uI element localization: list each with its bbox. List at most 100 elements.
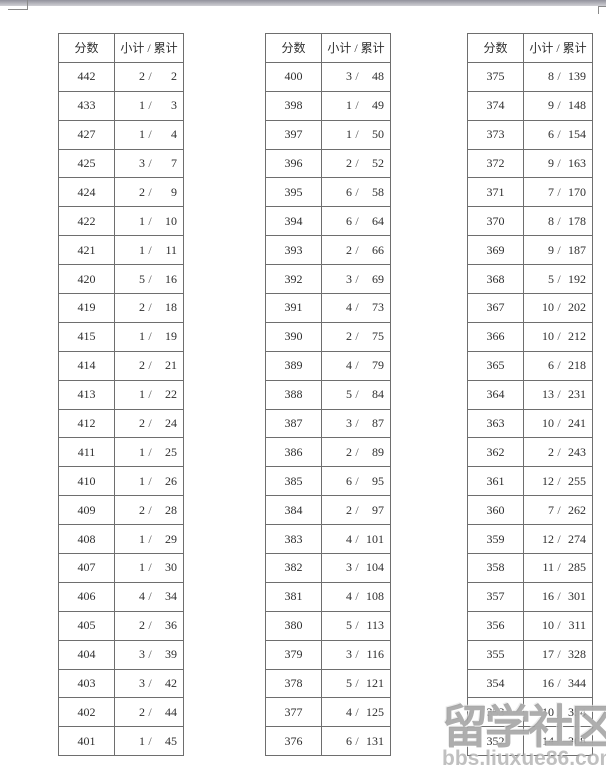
count-cell: 14/ 368 — [524, 734, 592, 749]
count-cell: 1/ 4 — [115, 127, 183, 142]
cumulative-value: 108 — [366, 589, 384, 604]
subtotal-value: 3 — [346, 271, 352, 286]
separator-slash: / — [557, 300, 561, 315]
count-cell: 12/ 274 — [524, 532, 592, 547]
table-row: 374 9/ 148 — [468, 90, 592, 120]
score-cell: 369 — [468, 236, 524, 265]
table-row: 361 12/ 255 — [468, 466, 592, 496]
separator-slash: / — [557, 647, 561, 662]
subtotal-value: 1 — [346, 127, 352, 142]
separator-slash: / — [148, 473, 152, 488]
cumulative-value: 113 — [366, 618, 384, 633]
subtotal-value: 5 — [346, 387, 352, 402]
separator-slash: / — [557, 531, 561, 546]
cumulative-value: 89 — [372, 444, 384, 459]
table-row: 425 3/ 7 — [59, 148, 183, 178]
score-cell: 407 — [59, 554, 115, 582]
cumulative-value: 42 — [165, 676, 177, 691]
separator-slash: / — [355, 733, 359, 748]
count-cell: 17/ 328 — [524, 647, 592, 662]
subtotal-value: 3 — [346, 560, 352, 575]
count-cell: 2/ 52 — [322, 156, 390, 171]
table-row: 413 1/ 22 — [59, 379, 183, 409]
score-column-header: 分数 — [468, 34, 524, 62]
table-row: 373 6/ 154 — [468, 119, 592, 149]
table-row: 404 3/ 39 — [59, 639, 183, 669]
cumulative-value: 163 — [568, 156, 586, 170]
score-distribution-table-3: 分数 小计 / 累计 375 8/139 374 9/148 373 6/154 372 9/… — [467, 33, 593, 757]
separator-slash: / — [355, 416, 359, 431]
score-cell: 372 — [468, 149, 524, 178]
table-row: 356 10/ 311 — [468, 610, 592, 640]
table-row: 400 3/ 48 — [266, 61, 390, 91]
cumulative-value: 241 — [568, 416, 586, 431]
subtotal-value: 4 — [346, 589, 352, 604]
count-column-header: 小计 / 累计 — [529, 41, 587, 56]
count-cell: 13/ 231 — [524, 387, 592, 402]
separator-slash: / — [355, 127, 359, 142]
count-cell: 2/ 18 — [115, 300, 183, 315]
count-cell: 2/ 66 — [322, 243, 390, 258]
separator-slash: / — [557, 676, 561, 691]
cumulative-value: 101 — [366, 531, 384, 546]
subtotal-value: 4 — [346, 300, 352, 315]
separator-slash: / — [148, 502, 152, 517]
score-column-header: 分数 — [266, 34, 322, 62]
cumulative-value: 75 — [372, 329, 384, 344]
cumulative-value: 139 — [568, 69, 586, 84]
table-row: 393 2/ 66 — [266, 235, 390, 265]
score-cell: 381 — [266, 582, 322, 611]
cumulative-value: 58 — [372, 184, 384, 199]
subtotal-value: 1 — [346, 98, 352, 113]
cumulative-value: 125 — [366, 704, 384, 719]
score-cell: 356 — [468, 611, 524, 640]
table-row: 412 2/ 24 — [59, 408, 183, 438]
score-cell: 412 — [59, 409, 115, 438]
subtotal-value: 2 — [548, 444, 554, 459]
table-row: 354 16/ 344 — [468, 668, 592, 698]
table-row: 405 2/ 36 — [59, 610, 183, 640]
separator-slash: / — [148, 329, 152, 344]
score-cell: 385 — [266, 467, 322, 496]
cumulative-value: 87 — [372, 416, 384, 431]
cumulative-value: 95 — [372, 473, 384, 488]
separator-slash: / — [355, 676, 359, 691]
table-row: 397 1/ 50 — [266, 119, 390, 149]
cumulative-value: 212 — [568, 329, 586, 344]
count-cell: 9/ 163 — [524, 156, 592, 171]
separator-slash: / — [557, 184, 561, 199]
table-row: 394 6/ 64 — [266, 206, 390, 236]
subtotal-value: 9 — [548, 98, 554, 113]
page-corner-mark-left — [8, 0, 28, 10]
table-row: 388 5/ 84 — [266, 379, 390, 409]
table-row: 407 1/ 30 — [59, 553, 183, 582]
score-cell: 403 — [59, 669, 115, 698]
count-cell: 2/ 44 — [115, 705, 183, 720]
table-row: 386 2/ 89 — [266, 437, 390, 467]
score-cell: 400 — [266, 62, 322, 91]
score-cell: 380 — [266, 611, 322, 640]
subtotal-value: 2 — [139, 69, 145, 84]
count-cell: 2/2 — [115, 69, 183, 84]
separator-slash: / — [355, 473, 359, 488]
subtotal-value: 9 — [548, 242, 554, 257]
cumulative-value: 48 — [372, 69, 384, 84]
count-cell: 9/ 148 — [524, 98, 592, 113]
subtotal-value: 3 — [346, 647, 352, 662]
subtotal-value: 5 — [346, 618, 352, 633]
separator-slash: / — [355, 444, 359, 459]
count-cell: 12/ 255 — [524, 474, 592, 489]
count-cell: 7/ 262 — [524, 503, 592, 518]
subtotal-value: 3 — [346, 416, 352, 431]
cumulative-value: 192 — [568, 271, 586, 286]
cumulative-value: 121 — [366, 676, 384, 691]
separator-slash: / — [557, 387, 561, 402]
separator-slash: / — [148, 618, 152, 633]
separator-slash: / — [557, 560, 561, 575]
table-row: 377 4/ 125 — [266, 697, 390, 727]
score-cell: 420 — [59, 265, 115, 294]
count-cell: 6/ 131 — [322, 734, 390, 749]
subtotal-value: 1 — [139, 444, 145, 459]
score-cell: 395 — [266, 178, 322, 207]
separator-slash: / — [148, 127, 152, 142]
